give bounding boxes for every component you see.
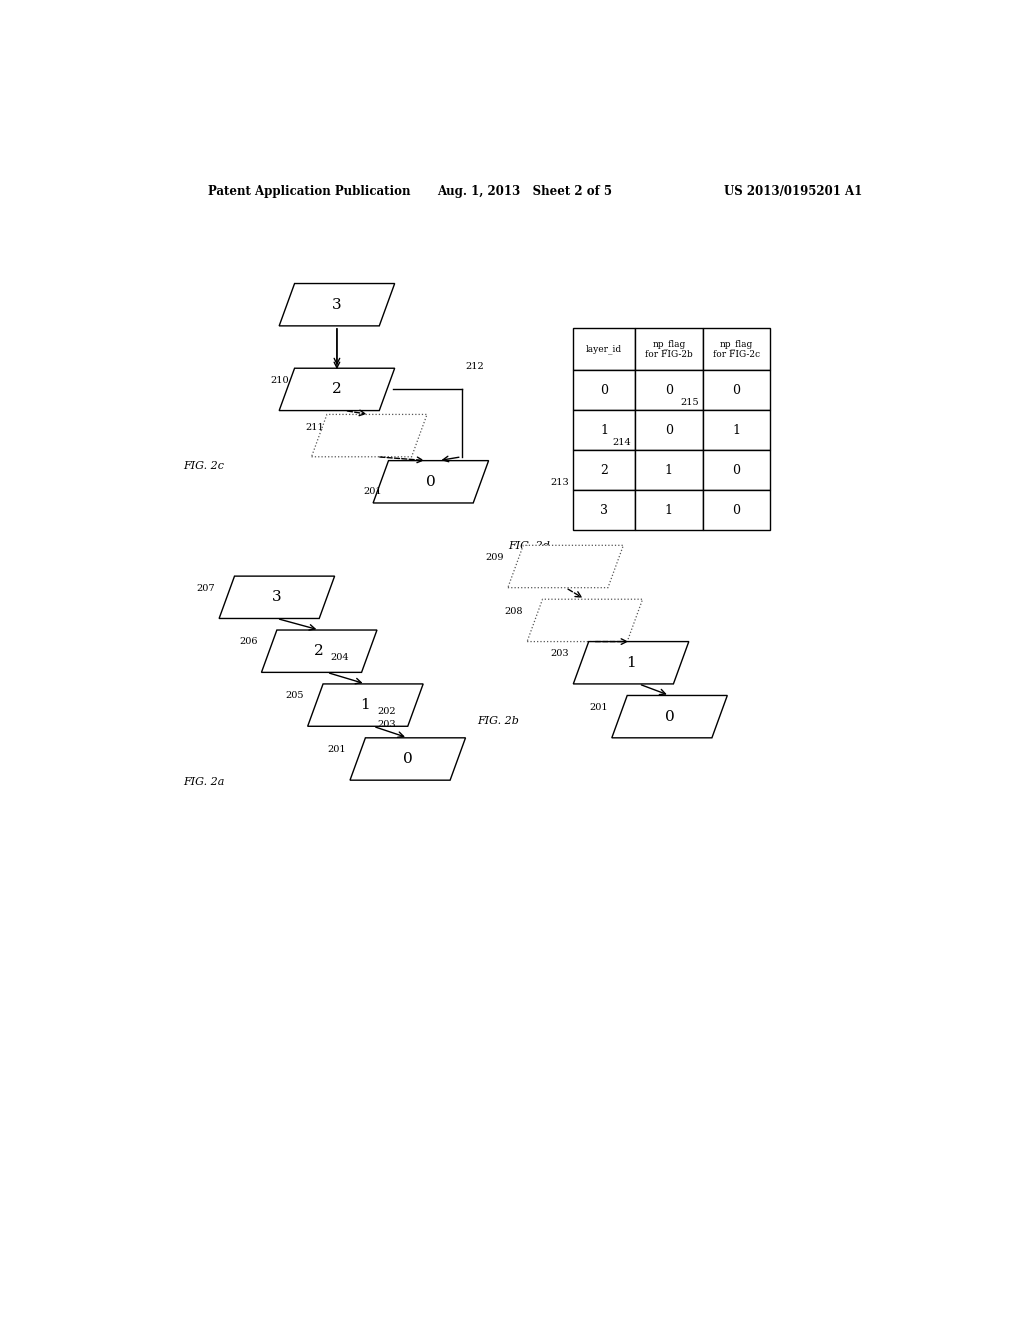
Text: 1: 1 bbox=[600, 424, 608, 437]
Text: 202: 202 bbox=[377, 706, 395, 715]
Text: 0: 0 bbox=[600, 384, 608, 397]
Text: 213: 213 bbox=[551, 478, 569, 487]
Text: np_flag
for FIG-2c: np_flag for FIG-2c bbox=[713, 339, 760, 359]
Bar bbox=[573, 370, 635, 411]
Polygon shape bbox=[527, 599, 643, 642]
Text: 0: 0 bbox=[426, 475, 436, 488]
Text: 203: 203 bbox=[551, 649, 569, 657]
Text: 2: 2 bbox=[314, 644, 324, 659]
Text: US 2013/0195201 A1: US 2013/0195201 A1 bbox=[724, 185, 862, 198]
Polygon shape bbox=[261, 630, 377, 672]
Polygon shape bbox=[311, 414, 427, 457]
Text: 3: 3 bbox=[600, 504, 608, 517]
Text: 2: 2 bbox=[600, 463, 608, 477]
Polygon shape bbox=[373, 461, 488, 503]
Bar bbox=[702, 490, 770, 531]
Text: 0: 0 bbox=[402, 752, 413, 766]
Text: 209: 209 bbox=[485, 553, 504, 562]
Polygon shape bbox=[307, 684, 423, 726]
Text: 1: 1 bbox=[360, 698, 371, 711]
Bar bbox=[573, 327, 635, 370]
Text: 204: 204 bbox=[331, 653, 349, 661]
Text: 215: 215 bbox=[680, 399, 698, 407]
Polygon shape bbox=[219, 576, 335, 619]
Bar bbox=[573, 450, 635, 490]
Text: 0: 0 bbox=[732, 504, 740, 517]
Text: 1: 1 bbox=[665, 504, 673, 517]
Bar bbox=[702, 411, 770, 450]
Text: layer_id: layer_id bbox=[586, 345, 623, 354]
Bar bbox=[635, 327, 702, 370]
Text: 3: 3 bbox=[272, 590, 282, 605]
Text: FIG. 2c: FIG. 2c bbox=[183, 462, 224, 471]
Text: 203: 203 bbox=[377, 719, 395, 729]
Bar bbox=[702, 450, 770, 490]
Text: Patent Application Publication: Patent Application Publication bbox=[208, 185, 410, 198]
Text: FIG. 2d: FIG. 2d bbox=[508, 541, 550, 550]
Text: 0: 0 bbox=[665, 384, 673, 397]
Text: 1: 1 bbox=[732, 424, 740, 437]
Text: 0: 0 bbox=[665, 424, 673, 437]
Text: Aug. 1, 2013   Sheet 2 of 5: Aug. 1, 2013 Sheet 2 of 5 bbox=[437, 185, 612, 198]
Text: 207: 207 bbox=[197, 583, 215, 593]
Polygon shape bbox=[611, 696, 727, 738]
Text: 1: 1 bbox=[665, 463, 673, 477]
Text: 0: 0 bbox=[732, 463, 740, 477]
Text: 201: 201 bbox=[590, 704, 608, 711]
Text: 2: 2 bbox=[332, 383, 342, 396]
Bar bbox=[635, 411, 702, 450]
Bar bbox=[702, 327, 770, 370]
Text: FIG. 2b: FIG. 2b bbox=[477, 715, 519, 726]
Text: 201: 201 bbox=[328, 746, 346, 754]
Text: 0: 0 bbox=[665, 710, 675, 723]
Text: 214: 214 bbox=[612, 438, 631, 447]
Bar bbox=[635, 490, 702, 531]
Polygon shape bbox=[280, 284, 394, 326]
Text: 1: 1 bbox=[627, 656, 636, 669]
Text: FIG. 2a: FIG. 2a bbox=[183, 777, 224, 787]
Text: 210: 210 bbox=[270, 376, 289, 384]
Bar bbox=[573, 490, 635, 531]
Text: 3: 3 bbox=[332, 298, 342, 312]
Text: 211: 211 bbox=[305, 424, 325, 433]
Text: 205: 205 bbox=[286, 692, 304, 701]
Bar bbox=[573, 411, 635, 450]
Text: 201: 201 bbox=[364, 487, 383, 495]
Text: 206: 206 bbox=[240, 638, 258, 647]
Polygon shape bbox=[280, 368, 394, 411]
Polygon shape bbox=[508, 545, 624, 587]
Text: 0: 0 bbox=[732, 384, 740, 397]
Polygon shape bbox=[573, 642, 689, 684]
Text: 212: 212 bbox=[466, 362, 484, 371]
Text: 208: 208 bbox=[505, 607, 523, 615]
Bar bbox=[635, 370, 702, 411]
Bar bbox=[635, 450, 702, 490]
Polygon shape bbox=[350, 738, 466, 780]
Bar bbox=[702, 370, 770, 411]
Text: np_flag
for FIG-2b: np_flag for FIG-2b bbox=[645, 339, 692, 359]
